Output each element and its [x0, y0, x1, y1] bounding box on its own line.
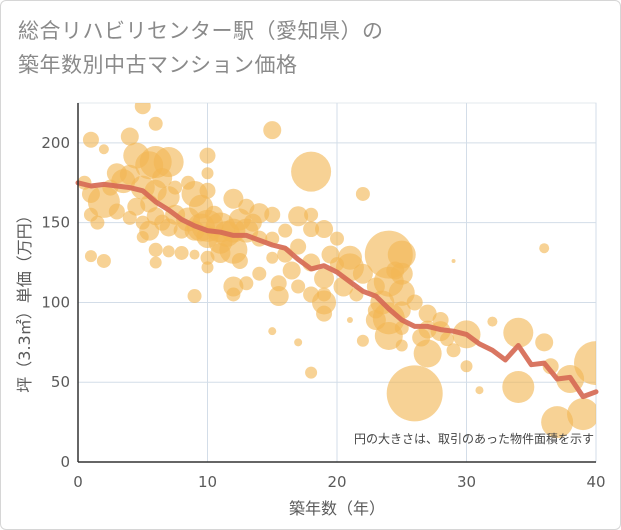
bubble-point — [346, 316, 353, 323]
bubble-point — [108, 203, 125, 220]
x-axis-label: 築年数（年） — [289, 499, 385, 518]
y-tick-label: 50 — [51, 373, 70, 391]
bubble-point — [418, 304, 437, 323]
bubble-point — [239, 276, 254, 291]
bubble-point — [153, 147, 184, 178]
bubble-point — [390, 262, 413, 285]
bubble-point — [201, 167, 214, 180]
bubble-point — [148, 242, 163, 257]
bubble-point — [395, 339, 408, 352]
x-tick-label: 40 — [586, 473, 605, 491]
bubble-point — [413, 339, 442, 368]
bubble-point — [120, 127, 139, 146]
bubble-point — [352, 263, 373, 284]
bubble-point — [535, 333, 554, 352]
y-tick-label: 100 — [41, 293, 70, 311]
chart-title-line-1: 総合リハビリセンター駅（愛知県）の — [18, 19, 384, 43]
bubble-point — [539, 243, 550, 254]
bubble-point — [294, 338, 303, 347]
bubble-point — [268, 286, 289, 307]
bubble-point — [567, 398, 596, 431]
bubble-point — [304, 207, 319, 222]
chart-title: 総合リハビリセンター駅（愛知県）の 築年数別中古マンション価格 — [18, 14, 384, 82]
bubble-point — [168, 180, 183, 195]
bubble-point — [174, 245, 189, 260]
bubble-point — [316, 305, 333, 322]
bubble-point — [226, 287, 241, 302]
y-tick-label: 200 — [41, 134, 70, 152]
trend-line — [75, 180, 599, 400]
bubble-point — [440, 332, 455, 347]
x-tick-label: 30 — [457, 473, 476, 491]
bubble-point — [460, 360, 473, 373]
bubble-point — [98, 144, 109, 155]
bubble-point — [475, 386, 484, 395]
bubble-point — [82, 131, 99, 148]
bubble-point — [387, 240, 416, 269]
bubble-point — [199, 182, 216, 199]
bubble-series — [78, 103, 596, 439]
bubble-point — [330, 231, 344, 246]
bubble-point — [451, 258, 456, 263]
y-tick-label: 0 — [60, 453, 70, 471]
bubble-point — [201, 261, 214, 274]
bubble-point — [268, 327, 277, 336]
bubble-point — [288, 206, 309, 227]
bubble-point — [278, 223, 293, 238]
bubble-point — [356, 334, 369, 347]
bubble-point — [282, 261, 301, 280]
bubble-point — [162, 245, 175, 258]
bubble-point — [386, 365, 443, 422]
bubble-point — [406, 294, 423, 311]
bubble-point — [266, 251, 279, 264]
bubble-point — [291, 279, 306, 294]
bubble-point — [502, 371, 535, 404]
size-legend-note: 円の大きさは、取引のあった物件面積を示す — [354, 431, 594, 446]
bubble-point — [84, 250, 97, 263]
bubble-point — [249, 203, 270, 224]
bubble-point — [541, 406, 574, 439]
bubble-point — [96, 253, 111, 268]
bubble-point — [487, 316, 498, 327]
bubble-point — [303, 221, 320, 238]
bubble-point — [149, 256, 162, 269]
trend-line-group — [75, 180, 599, 400]
bubble-point — [314, 268, 335, 289]
bubble-point — [223, 188, 244, 209]
bubble-point — [199, 147, 216, 164]
bubble-point — [148, 116, 163, 131]
bubble-point — [315, 220, 334, 239]
x-tick-label: 10 — [198, 473, 217, 491]
bubble-point — [263, 121, 282, 140]
axes: 0 10 20 30 40 0 50 100 150 200 — [41, 103, 606, 491]
chart-title-line-2: 築年数別中古マンション価格 — [18, 53, 298, 77]
x-tick-label: 20 — [327, 473, 346, 491]
bubble-point — [503, 317, 534, 348]
bubble-point — [291, 151, 332, 192]
bubble-point — [290, 238, 307, 255]
bubble-point — [90, 215, 105, 230]
bubble-point — [231, 252, 248, 269]
bubble-point — [134, 103, 151, 115]
bubble-point — [189, 249, 200, 260]
bubble-point — [446, 343, 461, 358]
bubble-point — [355, 186, 370, 201]
y-axis-label: 坪（3.3㎡）単価（万円） — [15, 207, 34, 392]
x-tick-label: 0 — [73, 473, 83, 491]
bubble-point — [187, 289, 202, 304]
y-tick-label: 150 — [41, 214, 70, 232]
bubble-point — [305, 366, 318, 379]
bubble-point — [139, 220, 160, 241]
bubble-point — [574, 341, 596, 386]
bubble-point — [252, 266, 267, 281]
bubble-point — [264, 206, 281, 223]
